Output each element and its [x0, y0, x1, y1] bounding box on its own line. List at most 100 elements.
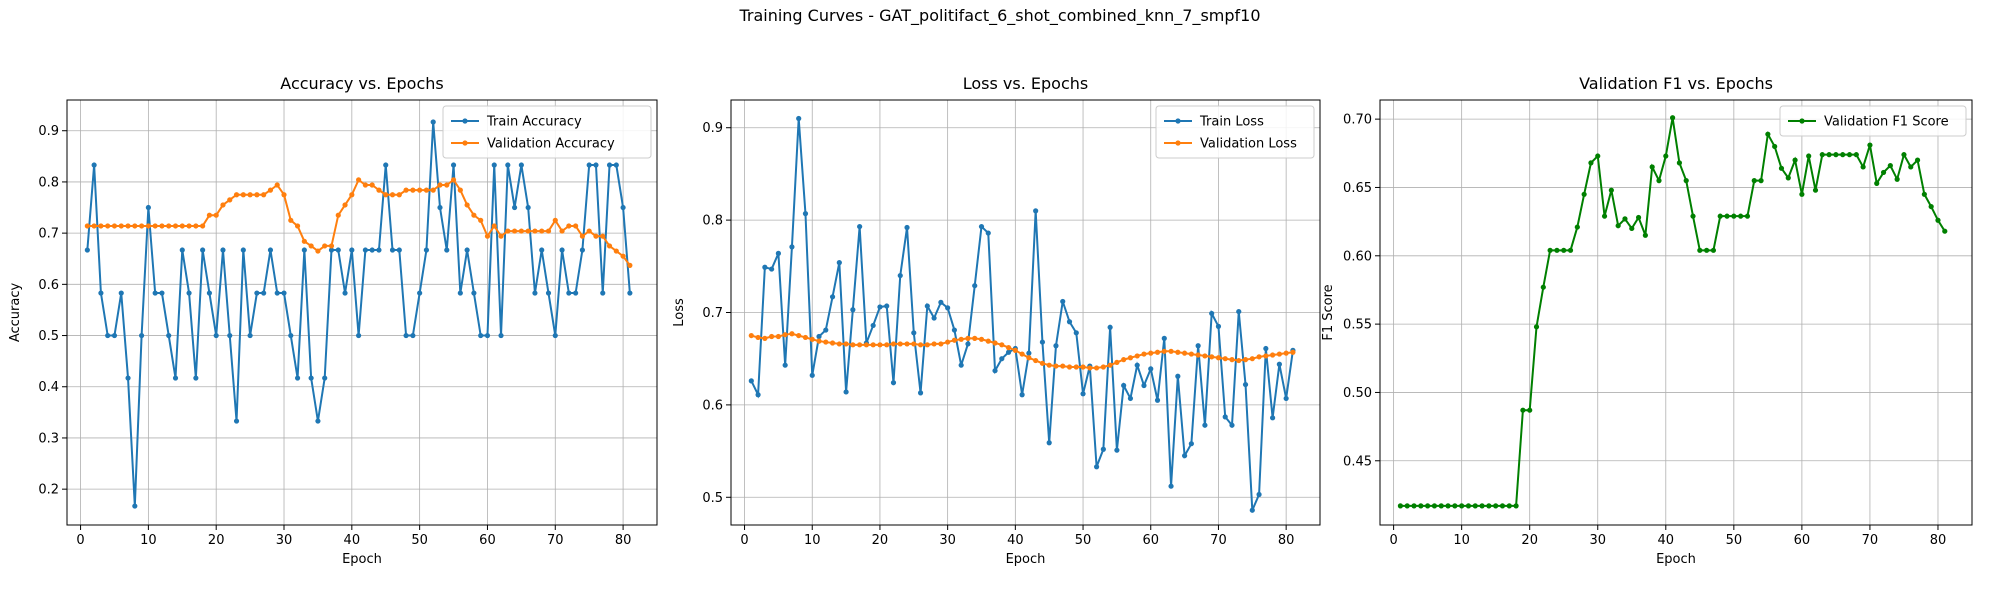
data-point	[1588, 160, 1594, 166]
data-point	[1887, 162, 1893, 169]
data-point	[288, 217, 294, 223]
data-point	[342, 290, 348, 296]
y-axis-label: Accuracy	[8, 283, 23, 343]
legend-label: Train Accuracy	[486, 115, 582, 130]
data-point	[1249, 356, 1255, 362]
data-point	[484, 233, 491, 239]
data-point	[789, 331, 795, 337]
data-point	[511, 228, 518, 234]
chart-panel-2: 0 10 20 30 40 50 60 70 80 0.5 0.6 0.7 0.8 0.9 Loss vs.…	[672, 74, 1321, 567]
data-point	[1642, 232, 1648, 238]
data-point	[1622, 216, 1628, 222]
data-point	[1724, 213, 1730, 219]
data-point	[904, 341, 910, 347]
data-point	[1942, 228, 1948, 234]
data-point	[301, 247, 307, 253]
data-point	[843, 341, 849, 347]
data-point	[1033, 357, 1039, 364]
data-point	[281, 192, 287, 198]
data-point	[1731, 213, 1737, 219]
y-tick-label: 0.8	[38, 175, 59, 190]
data-point	[816, 338, 822, 344]
data-point	[850, 342, 856, 348]
axes-frame	[1379, 99, 1973, 526]
data-point	[484, 332, 491, 339]
data-point	[802, 211, 809, 217]
data-point	[254, 192, 260, 198]
data-point	[539, 247, 545, 253]
legend-swatch-marker	[462, 118, 468, 124]
data-point	[1615, 223, 1621, 229]
chart-title: Validation F1 vs. Epochs	[1579, 74, 1773, 93]
x-tick-label: 70	[1210, 533, 1227, 548]
data-point	[1758, 178, 1764, 184]
data-point	[1418, 503, 1424, 509]
data-point	[511, 204, 518, 211]
data-point	[1283, 350, 1289, 356]
data-point	[1080, 364, 1086, 370]
data-point	[396, 247, 402, 253]
data-point	[1629, 225, 1635, 232]
legend-box	[442, 105, 652, 159]
legend-swatch-marker	[1175, 118, 1181, 124]
data-point	[870, 342, 876, 348]
data-point	[227, 197, 233, 203]
data-point	[829, 294, 836, 300]
data-point	[1087, 365, 1093, 371]
data-point	[166, 223, 172, 229]
y-tick-label: 0.4	[38, 380, 59, 395]
data-point	[755, 392, 761, 398]
data-point	[491, 223, 497, 229]
x-tick-label: 70	[547, 533, 564, 548]
data-point	[274, 290, 280, 296]
data-point	[1073, 330, 1079, 336]
data-point	[613, 162, 619, 168]
data-point	[1690, 213, 1696, 219]
data-point	[389, 192, 396, 198]
data-point	[586, 162, 592, 168]
data-point	[1459, 503, 1465, 509]
legend-swatch-marker	[1175, 140, 1181, 146]
data-point	[1676, 160, 1683, 166]
data-point	[762, 335, 768, 341]
data-point	[111, 223, 118, 229]
data-point	[1452, 503, 1458, 509]
x-tick-label: 80	[1278, 533, 1295, 548]
figure-suptitle: Training Curves - GAT_politifact_6_shot_…	[739, 6, 1261, 25]
axes-frame	[66, 99, 658, 526]
data-point	[1053, 363, 1059, 369]
data-point	[958, 336, 964, 342]
data-point	[1181, 350, 1188, 356]
data-point	[843, 389, 849, 395]
data-point	[620, 204, 626, 211]
data-point	[965, 341, 971, 347]
data-point	[145, 204, 151, 211]
data-point	[1263, 353, 1269, 359]
x-tick-label: 0	[76, 533, 84, 548]
data-point	[430, 119, 436, 125]
data-point	[105, 332, 111, 339]
data-point	[1833, 152, 1839, 158]
data-point	[796, 115, 802, 122]
x-tick-label: 20	[872, 533, 889, 548]
data-point	[166, 332, 172, 339]
data-point	[254, 290, 260, 296]
data-point	[1080, 391, 1086, 397]
data-point	[924, 303, 930, 309]
data-point	[924, 342, 930, 348]
data-point	[1785, 175, 1791, 181]
series-line-validation-f1-score	[1400, 117, 1946, 507]
data-point	[91, 162, 97, 168]
data-point	[1270, 415, 1276, 421]
data-point	[613, 248, 619, 254]
x-tick-label: 40	[1658, 533, 1675, 548]
data-point	[369, 247, 375, 253]
data-point	[417, 290, 423, 296]
data-point	[1121, 382, 1127, 389]
data-point	[1148, 350, 1154, 356]
y-tick-label: 0.8	[702, 214, 723, 229]
data-point	[579, 233, 586, 239]
data-point	[877, 304, 883, 310]
data-point	[1019, 392, 1025, 398]
